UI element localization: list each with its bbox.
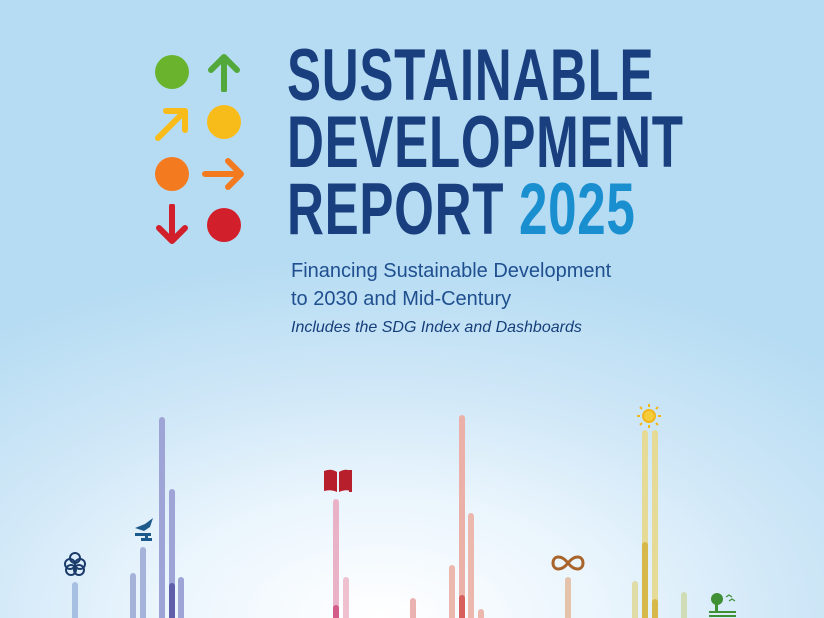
title-line-2: DEVELOPMENT xyxy=(287,102,684,183)
report-subtitle: Financing Sustainable Development to 203… xyxy=(291,257,611,313)
report-note: Includes the SDG Index and Dashboards xyxy=(291,319,582,336)
red-down-arrow-icon xyxy=(156,204,188,244)
title-year: 2025 xyxy=(519,169,636,250)
sun-energy-icon xyxy=(637,404,661,428)
red-circle-icon xyxy=(207,208,241,242)
yellow-diagonal-arrow-icon xyxy=(155,108,188,141)
sdg-logo xyxy=(150,52,246,248)
yellow-circle-icon xyxy=(207,105,241,139)
orange-circle-icon xyxy=(155,157,189,191)
subtitle-line-1: Financing Sustainable Development xyxy=(291,260,612,282)
life-on-land-tree-icon xyxy=(709,593,736,617)
partnership-rings-icon xyxy=(64,552,86,576)
peace-dove-icon xyxy=(135,518,153,541)
report-title: SUSTAINABLE DEVELOPMENT REPORT 2025 xyxy=(287,35,684,246)
green-circle-icon xyxy=(155,55,189,89)
subtitle-line-2: to 2030 and Mid-Century xyxy=(291,288,512,310)
green-up-arrow-icon xyxy=(208,54,240,92)
title-line-3: REPORT 2025 xyxy=(287,173,684,246)
education-book-icon xyxy=(324,469,352,492)
orange-right-arrow-icon xyxy=(202,158,244,190)
title-line-1: SUSTAINABLE xyxy=(287,35,655,116)
title-report-word: REPORT xyxy=(287,169,505,250)
infinity-icon xyxy=(551,555,585,571)
